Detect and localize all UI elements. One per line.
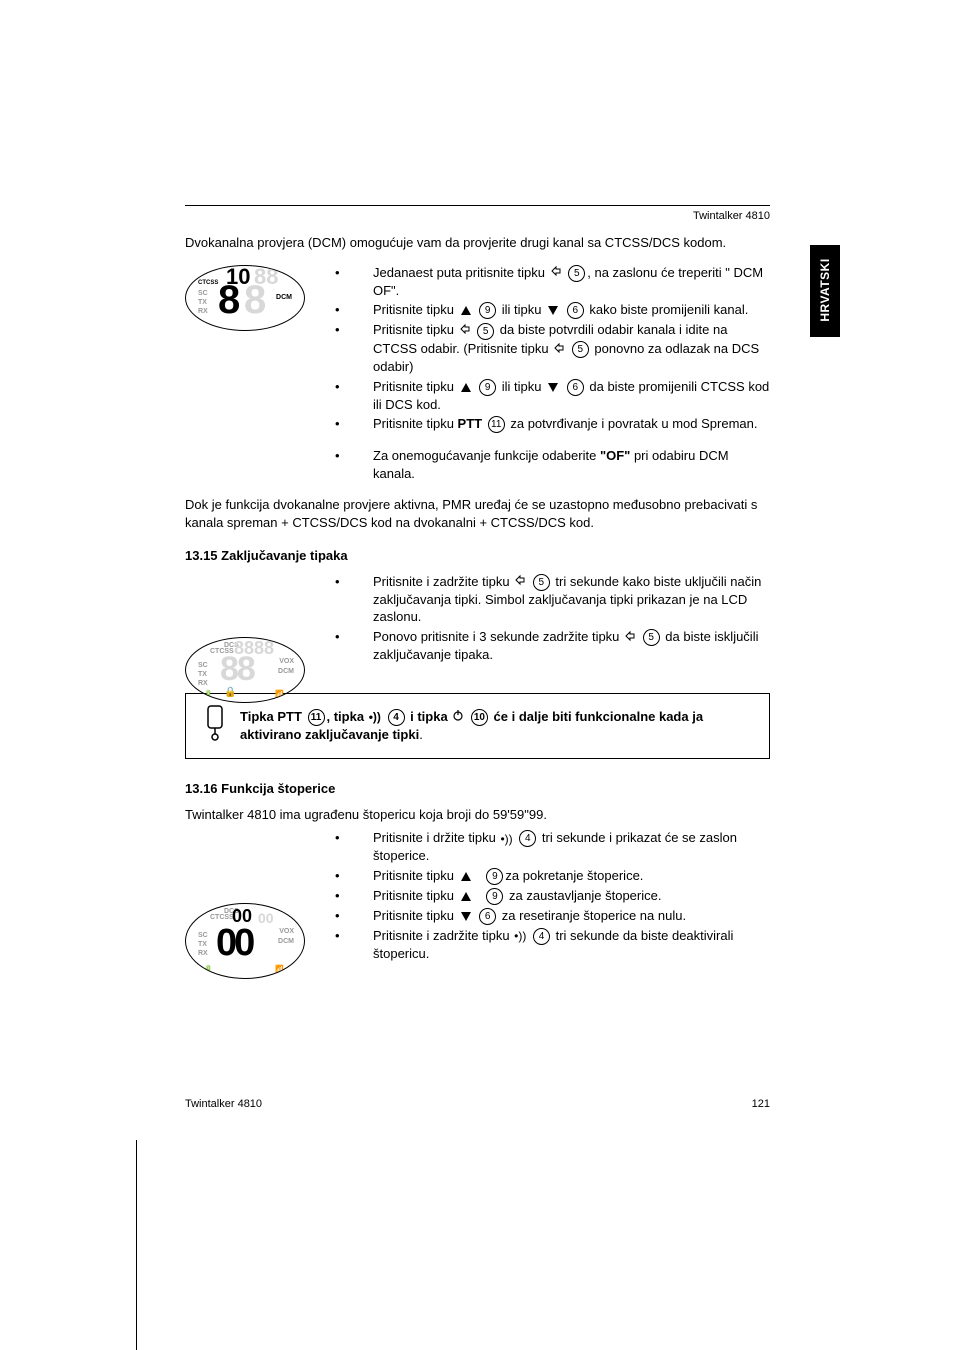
key-9-icon: 9 xyxy=(479,379,496,396)
bell-icon xyxy=(550,264,562,282)
sec15-bullet-list: • Pritisnite i zadržite tipku 5 tri seku… xyxy=(335,573,770,671)
bullet-item: • Pritisnite tipku PTT 11 za potvrđivanj… xyxy=(335,415,770,433)
bullet-item: • Ponovo pritisnite i 3 sekunde zadržite… xyxy=(335,628,770,664)
bullet-item: • Pritisnite tipku 9za pokretanje štoper… xyxy=(335,867,770,885)
key-4-icon: 4 xyxy=(533,928,550,945)
bullet-item: • Pritisnite i zadržite tipku •)) 4 tri … xyxy=(335,927,770,963)
language-tab: HRVATSKI xyxy=(810,245,840,337)
bell-icon xyxy=(514,573,526,591)
bell-icon xyxy=(624,629,636,647)
footer-page-number: 121 xyxy=(752,1098,770,1110)
bullet-item: • Pritisnite i zadržite tipku 5 tri seku… xyxy=(335,573,770,626)
page-footer: Twintalker 4810 121 xyxy=(185,1098,770,1110)
crop-line-left xyxy=(136,1140,137,1350)
power-icon xyxy=(452,708,464,726)
intro-paragraph: Dvokanalna provjera (DCM) omogućuje vam … xyxy=(185,234,770,252)
footer-title: Twintalker 4810 xyxy=(185,1098,262,1110)
key-5-icon: 5 xyxy=(643,629,660,646)
call-icon: •)) xyxy=(369,709,381,725)
up-icon xyxy=(461,383,471,392)
dcm-closing-paragraph: Dok je funkcija dvokanalne provjere akti… xyxy=(185,496,770,531)
info-note-text: Tipka PTT 11, tipka •)) 4 i tipka 10 će … xyxy=(240,708,755,744)
key-11-icon: 11 xyxy=(308,709,325,726)
key-6-icon: 6 xyxy=(567,379,584,396)
key-5-icon: 5 xyxy=(477,323,494,340)
header-title: Twintalker 4810 xyxy=(185,210,770,222)
key-5-icon: 5 xyxy=(568,265,585,282)
lcd-figure-stopwatch: DCS CTCSS 00 00 SC TX RX VOX DCM 00 🔋 📶 xyxy=(185,903,305,981)
bullet-item: • Pritisnite tipku 6 za resetiranje štop… xyxy=(335,907,770,925)
key-4-icon: 4 xyxy=(388,709,405,726)
section-15-heading: 13.15 Zaključavanje tipaka xyxy=(185,548,770,563)
bullet-item: • Za onemogućavanje funkcije odaberite "… xyxy=(335,447,770,482)
language-tab-label: HRVATSKI xyxy=(818,245,832,335)
key-4-icon: 4 xyxy=(519,830,536,847)
bullet-item: • Pritisnite i držite tipku •)) 4 tri se… xyxy=(335,829,770,865)
key-5-icon: 5 xyxy=(533,574,550,591)
key-10-icon: 10 xyxy=(471,709,488,726)
bell-icon xyxy=(459,322,471,340)
bullet-item: • Pritisnite tipku 9 za zaustavljanje št… xyxy=(335,887,770,905)
bell-icon xyxy=(553,341,565,359)
sec16-intro: Twintalker 4810 ima ugrađenu štopericu k… xyxy=(185,806,770,824)
down-icon xyxy=(461,912,471,921)
key-9-icon: 9 xyxy=(486,868,503,885)
bullet-item: • Jedanaest puta pritisnite tipku 5, na … xyxy=(335,264,770,300)
key-9-icon: 9 xyxy=(486,888,503,905)
page-content: Twintalker 4810 HRVATSKI Dvokanalna prov… xyxy=(185,205,770,965)
key-5-icon: 5 xyxy=(572,341,589,358)
up-icon xyxy=(461,306,471,315)
lcd-figure-dcm: CTCSS 10 88 SC TX RX 8 8 DCM xyxy=(185,265,305,331)
up-icon xyxy=(461,872,471,881)
note-icon xyxy=(200,704,240,748)
key-11-icon: 11 xyxy=(488,416,505,433)
bullet-item: • Pritisnite tipku 5 da biste potvrdili … xyxy=(335,321,770,375)
call-icon: •)) xyxy=(514,928,526,944)
lcd-figure-keylock: DCS CTCSS 8888 SC TX RX VOX DCM 88 🔋 🔒 📶 xyxy=(185,637,305,707)
key-9-icon: 9 xyxy=(479,302,496,319)
header-rule xyxy=(185,205,770,206)
bullet-item: • Pritisnite tipku 9 ili tipku 6 kako bi… xyxy=(335,301,770,319)
sec16-bullet-list: • Pritisnite i držite tipku •)) 4 tri se… xyxy=(335,829,770,962)
dcm-bullet-list: • Jedanaest puta pritisnite tipku 5, na … xyxy=(335,264,770,483)
call-icon: •)) xyxy=(500,831,512,847)
down-icon xyxy=(548,306,558,315)
bullet-item: • Pritisnite tipku 9 ili tipku 6 da bist… xyxy=(335,378,770,414)
section-16-heading: 13.16 Funkcija štoperice xyxy=(185,781,770,796)
down-icon xyxy=(548,383,558,392)
up-icon xyxy=(461,892,471,901)
key-6-icon: 6 xyxy=(567,302,584,319)
key-6-icon: 6 xyxy=(479,908,496,925)
